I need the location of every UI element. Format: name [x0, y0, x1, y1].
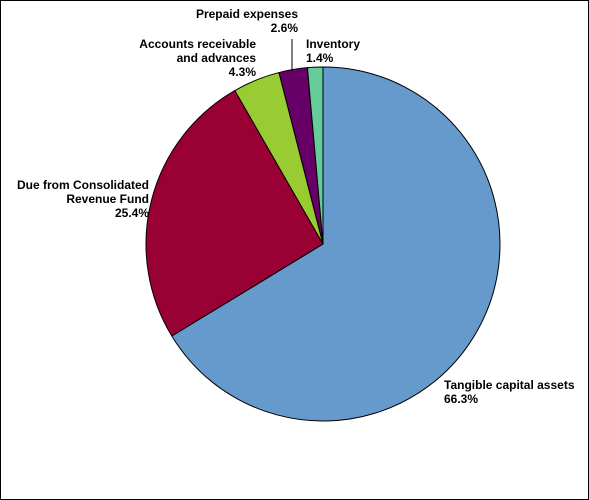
- slice-label-due-from-consolidated-revenue-fund: Due from Consolidated Revenue Fund 25.4%: [17, 178, 149, 220]
- slice-label-line: and advances: [177, 51, 257, 65]
- pie-slices: [145, 66, 501, 422]
- pie-slice-tangible-capital-assets: [171, 66, 501, 422]
- slice-label-line: Tangible capital assets: [444, 378, 575, 392]
- slice-label-line: 66.3%: [444, 392, 478, 406]
- slice-label-tangible-capital-assets: Tangible capital assets 66.3%: [444, 378, 575, 406]
- slice-label-line: Prepaid expenses: [196, 7, 298, 21]
- slice-label-prepaid-expenses: Prepaid expenses 2.6%: [196, 7, 298, 35]
- slice-label-line: Due from Consolidated: [17, 178, 149, 192]
- slice-label-inventory: Inventory 1.4%: [306, 37, 360, 65]
- slice-label-line: 4.3%: [229, 65, 257, 79]
- slice-labels: Tangible capital assets 66.3% Due from Con…: [17, 7, 575, 406]
- slice-label-line: Revenue Fund: [66, 192, 149, 206]
- slice-label-line: 1.4%: [306, 51, 334, 65]
- slice-label-accounts-receivable-and-advances: Accounts receivable and advances 4.3%: [139, 37, 256, 79]
- slice-label-line: 2.6%: [271, 21, 299, 35]
- slice-label-line: Inventory: [306, 37, 360, 51]
- slice-label-line: Accounts receivable: [139, 37, 256, 51]
- pie-slice-due-from-consolidated-revenue-fund: [145, 90, 324, 337]
- pie-slice-inventory: [306, 66, 324, 245]
- slice-label-line: 25.4%: [115, 206, 149, 220]
